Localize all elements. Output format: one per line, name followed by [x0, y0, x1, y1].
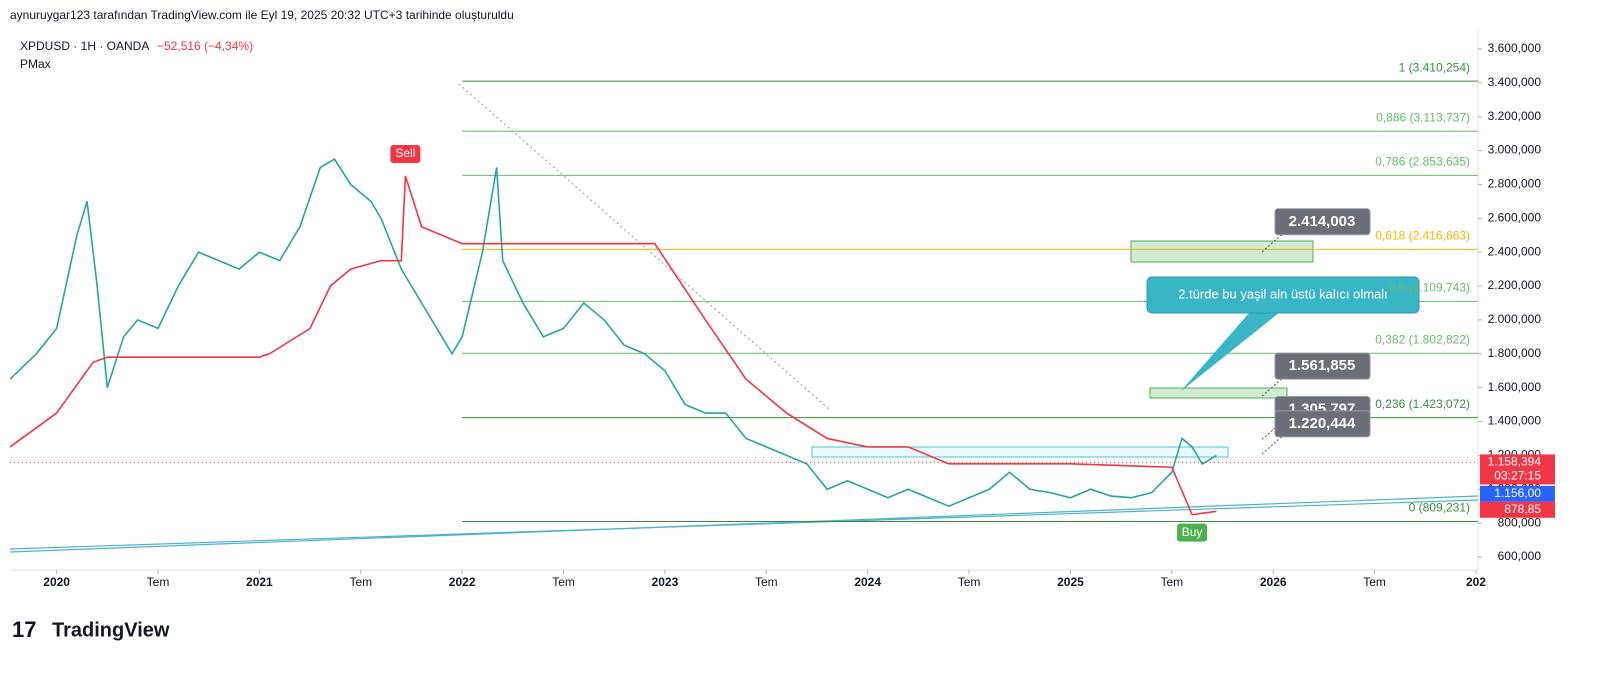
- price-tag: [1480, 485, 1555, 502]
- signal-label: Buy: [1182, 525, 1203, 539]
- price-note: [1274, 410, 1371, 438]
- change: −52,516 (−4,34%): [157, 39, 253, 53]
- x-tick-label: 202: [1466, 575, 1486, 589]
- overlays: [10, 83, 1478, 553]
- price-tag-label: 878,85: [1504, 502, 1541, 516]
- x-tick-label: 2020: [43, 575, 70, 589]
- y-tick-label: 3.400,000: [1488, 75, 1542, 89]
- zone: [1149, 387, 1288, 399]
- fib-label: 0 (809,231): [1409, 501, 1470, 515]
- signal-label: Sell: [395, 146, 415, 160]
- y-tick-label: 3.600,000: [1488, 41, 1542, 55]
- y-tick-label: 2.200,000: [1488, 278, 1542, 292]
- price-note: [1274, 352, 1371, 380]
- y-tick-label: 1.400,000: [1488, 414, 1542, 428]
- callout: [1146, 276, 1420, 314]
- price-note-label: 2.414,003: [1289, 213, 1356, 230]
- x-tick-label: Tem: [1363, 575, 1386, 589]
- fib-label: 0,886 (3.113,737): [1376, 110, 1470, 124]
- diagonal: [458, 83, 831, 411]
- price-tag: [1480, 501, 1555, 518]
- channel-line: [10, 499, 1478, 550]
- x-tick-label: Tem: [1160, 575, 1183, 589]
- logo-mark: 17: [12, 617, 36, 642]
- signal: [390, 144, 421, 163]
- x-tick-label: Tem: [349, 575, 372, 589]
- fib-label: 0,786 (2.853,635): [1375, 155, 1470, 169]
- price-tag-label: 1.156,00: [1494, 486, 1541, 500]
- fib-label: 0,382 (1.802,822): [1375, 332, 1470, 346]
- fib-label: 0,236 (1.423,072): [1375, 397, 1470, 411]
- zone: [811, 446, 1229, 458]
- header: aynuruygar123 tarafından TradingView.com…: [10, 8, 514, 22]
- x-tick-label: 2022: [449, 575, 476, 589]
- indicator: PMax: [20, 57, 51, 71]
- logo: 17 TradingView: [12, 617, 170, 642]
- price-note: [1274, 208, 1371, 236]
- x-tick-label: 2025: [1057, 575, 1084, 589]
- price-note-label: 1.220,444: [1289, 415, 1356, 432]
- x-tick-label: 2021: [246, 575, 273, 589]
- x-tick-label: Tem: [958, 575, 981, 589]
- signal: [1177, 523, 1208, 542]
- symbol: XPDUSD · 1H · OANDA: [20, 39, 149, 53]
- x-tick-label: Tem: [147, 575, 170, 589]
- price-tag: [1480, 454, 1555, 485]
- y-tick-label: 3.000,000: [1488, 143, 1542, 157]
- x-tick-label: 2024: [854, 575, 881, 589]
- marks: [10, 80, 1478, 523]
- countdown: 03:27:15: [1494, 469, 1541, 483]
- x-tick-label: Tem: [552, 575, 575, 589]
- y-tick-label: 800,000: [1498, 515, 1542, 529]
- plot-area: [10, 80, 1478, 523]
- y-tick-label: 3.200,000: [1488, 109, 1542, 123]
- logo-text: TradingView: [52, 619, 170, 641]
- callout-pointer: [1180, 312, 1280, 392]
- x-tick-label: 2026: [1260, 575, 1287, 589]
- y-tick-label: 2.600,000: [1488, 210, 1542, 224]
- y-tick-label: 1.600,000: [1488, 380, 1542, 394]
- x-tick-label: Tem: [755, 575, 778, 589]
- callout-text: 2.türde bu yaşil aln üstü kalıcı olmalı: [1178, 286, 1388, 301]
- y-tick-label: 1.800,000: [1488, 346, 1542, 360]
- price-line: [10, 157, 1217, 508]
- zone: [1130, 240, 1314, 263]
- fib-label: 1 (3.410,254): [1399, 60, 1470, 74]
- y-tick-label: 2.400,000: [1488, 244, 1542, 258]
- x-tick-label: 2023: [652, 575, 679, 589]
- price-note-label: 1.561,855: [1289, 357, 1356, 374]
- y-tick-label: 600,000: [1498, 549, 1542, 563]
- y-tick-label: 2.800,000: [1488, 177, 1542, 191]
- price-tag-label: 1.158,394: [1488, 455, 1542, 469]
- pmax-line: [10, 175, 1217, 516]
- fib-label: 0,5 (2.109,743): [1389, 281, 1470, 295]
- y-tick-label: 2.000,000: [1488, 312, 1542, 326]
- fib-label: 0,618 (2.416,663): [1375, 229, 1470, 243]
